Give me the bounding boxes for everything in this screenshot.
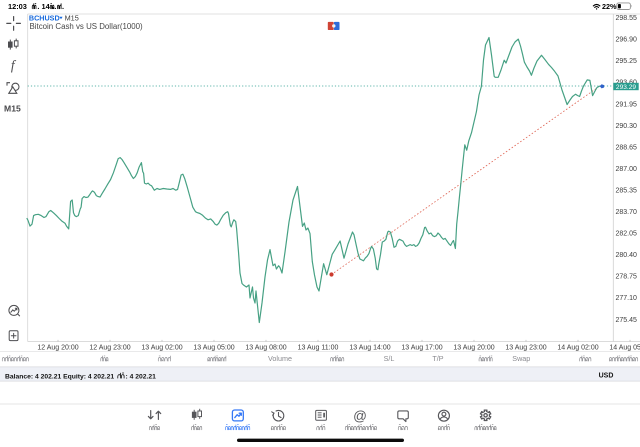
svg-text:13 Aug 08:00: 13 Aug 08:00 — [245, 344, 286, 351]
svg-text:T/P: T/P — [432, 354, 443, 363]
svg-text:. 14: . 14 — [37, 2, 50, 11]
svg-text:13 Aug 23:00: 13 Aug 23:00 — [505, 344, 546, 351]
svg-text:293.29: 293.29 — [616, 84, 637, 91]
svg-text:13 Aug 05:00: 13 Aug 05:00 — [193, 344, 234, 351]
svg-text:M15: M15 — [4, 104, 21, 114]
svg-text:.: . — [62, 2, 64, 11]
svg-text:13 Aug 20:00: 13 Aug 20:00 — [453, 344, 494, 351]
svg-text:Volume: Volume — [268, 354, 292, 363]
svg-text:@: @ — [353, 409, 367, 424]
svg-text:278.75: 278.75 — [616, 274, 638, 281]
svg-text:14 Aug 02:00: 14 Aug 02:00 — [557, 344, 598, 351]
svg-text:296.90: 296.90 — [616, 37, 638, 44]
svg-text:13 Aug 17:00: 13 Aug 17:00 — [401, 344, 442, 351]
svg-text:298.55: 298.55 — [616, 15, 638, 22]
svg-text:: 4 202.21: : 4 202.21 — [126, 373, 157, 380]
svg-text:Balance: 4 202.21 Equity: 4 20: Balance: 4 202.21 Equity: 4 202.21 — [5, 373, 114, 380]
svg-text:275.45: 275.45 — [616, 317, 638, 324]
svg-text:12 Aug 20:00: 12 Aug 20:00 — [37, 344, 78, 351]
svg-text:12 Aug 23:00: 12 Aug 23:00 — [89, 344, 130, 351]
svg-text:f: f — [11, 58, 17, 73]
svg-text:M15: M15 — [65, 14, 79, 23]
svg-text:288.65: 288.65 — [616, 144, 638, 151]
svg-text:Bitcoin Cash vs US Dollar(1000: Bitcoin Cash vs US Dollar(1000) — [30, 22, 144, 31]
svg-text:Swap: Swap — [512, 354, 530, 363]
svg-text:USD: USD — [599, 373, 614, 380]
svg-text:14 Aug 05:00: 14 Aug 05:00 — [609, 344, 640, 351]
svg-text:22%: 22% — [602, 2, 617, 11]
svg-text:13 Aug 11:00: 13 Aug 11:00 — [298, 344, 339, 351]
svg-text:290.30: 290.30 — [616, 123, 638, 130]
svg-text:287.00: 287.00 — [616, 166, 638, 173]
svg-text:295.25: 295.25 — [616, 58, 638, 65]
svg-text:12:03: 12:03 — [8, 2, 27, 11]
svg-text:283.70: 283.70 — [616, 209, 638, 216]
svg-text:282.05: 282.05 — [616, 231, 638, 238]
svg-text:13 Aug 02:00: 13 Aug 02:00 — [141, 344, 182, 351]
svg-text:BCHUSD: BCHUSD — [29, 14, 60, 23]
svg-text:13 Aug 14:00: 13 Aug 14:00 — [349, 344, 390, 351]
svg-text:285.35: 285.35 — [616, 187, 638, 194]
svg-text:280.40: 280.40 — [616, 252, 638, 259]
svg-text:291.95: 291.95 — [616, 101, 638, 108]
svg-text:S/L: S/L — [384, 354, 395, 363]
svg-text:277.10: 277.10 — [616, 295, 638, 302]
svg-text:.: . — [54, 2, 56, 11]
